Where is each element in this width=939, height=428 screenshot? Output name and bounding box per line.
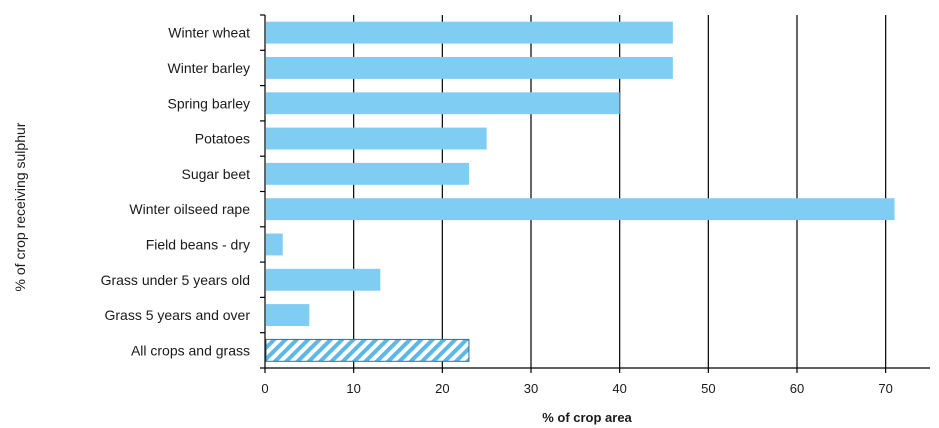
bar-grass-5-years-and-over [266, 304, 310, 326]
category-label: Winter wheat [168, 25, 250, 41]
category-label: Winter barley [168, 60, 250, 76]
axes [260, 14, 930, 373]
category-label: Field beans - dry [146, 236, 250, 252]
x-axis-title: % of crop area [542, 410, 632, 425]
x-tick-label: 20 [435, 381, 449, 396]
y-axis-title: % of crop receiving sulphur [12, 122, 28, 291]
bar-winter-barley [266, 57, 673, 79]
bars [265, 21, 895, 362]
bar-all-crops-and-grass [265, 338, 470, 362]
x-tick-label: 40 [612, 381, 626, 396]
x-tick-label: 60 [790, 381, 804, 396]
bar-potatoes [266, 127, 487, 150]
bar-field-beans-dry [266, 233, 283, 256]
category-label: Winter oilseed rape [129, 201, 250, 217]
bar-sugar-beet [266, 162, 469, 185]
x-tick-label: 70 [878, 381, 892, 396]
bar-grass-under-5-years-old [266, 268, 381, 291]
category-label: Potatoes [195, 131, 250, 147]
bar-winter-oilseed-rape [266, 198, 895, 221]
bar-winter-wheat [266, 21, 673, 44]
category-label: Sugar beet [182, 166, 251, 182]
category-label: All crops and grass [131, 342, 250, 358]
bar-spring-barley [266, 92, 620, 115]
category-labels: Winter wheat Winter barley Spring barley Po… [101, 25, 251, 359]
category-label: Grass under 5 years old [101, 272, 250, 288]
x-tick-label: 10 [346, 381, 360, 396]
x-tick-label: 30 [524, 381, 538, 396]
x-tick-label: 50 [701, 381, 715, 396]
x-tick-label: 0 [261, 381, 268, 396]
category-label: Spring barley [168, 95, 251, 111]
x-tick-labels: 0 10 20 30 40 50 60 70 [261, 381, 893, 396]
category-label: Grass 5 years and over [104, 307, 250, 323]
